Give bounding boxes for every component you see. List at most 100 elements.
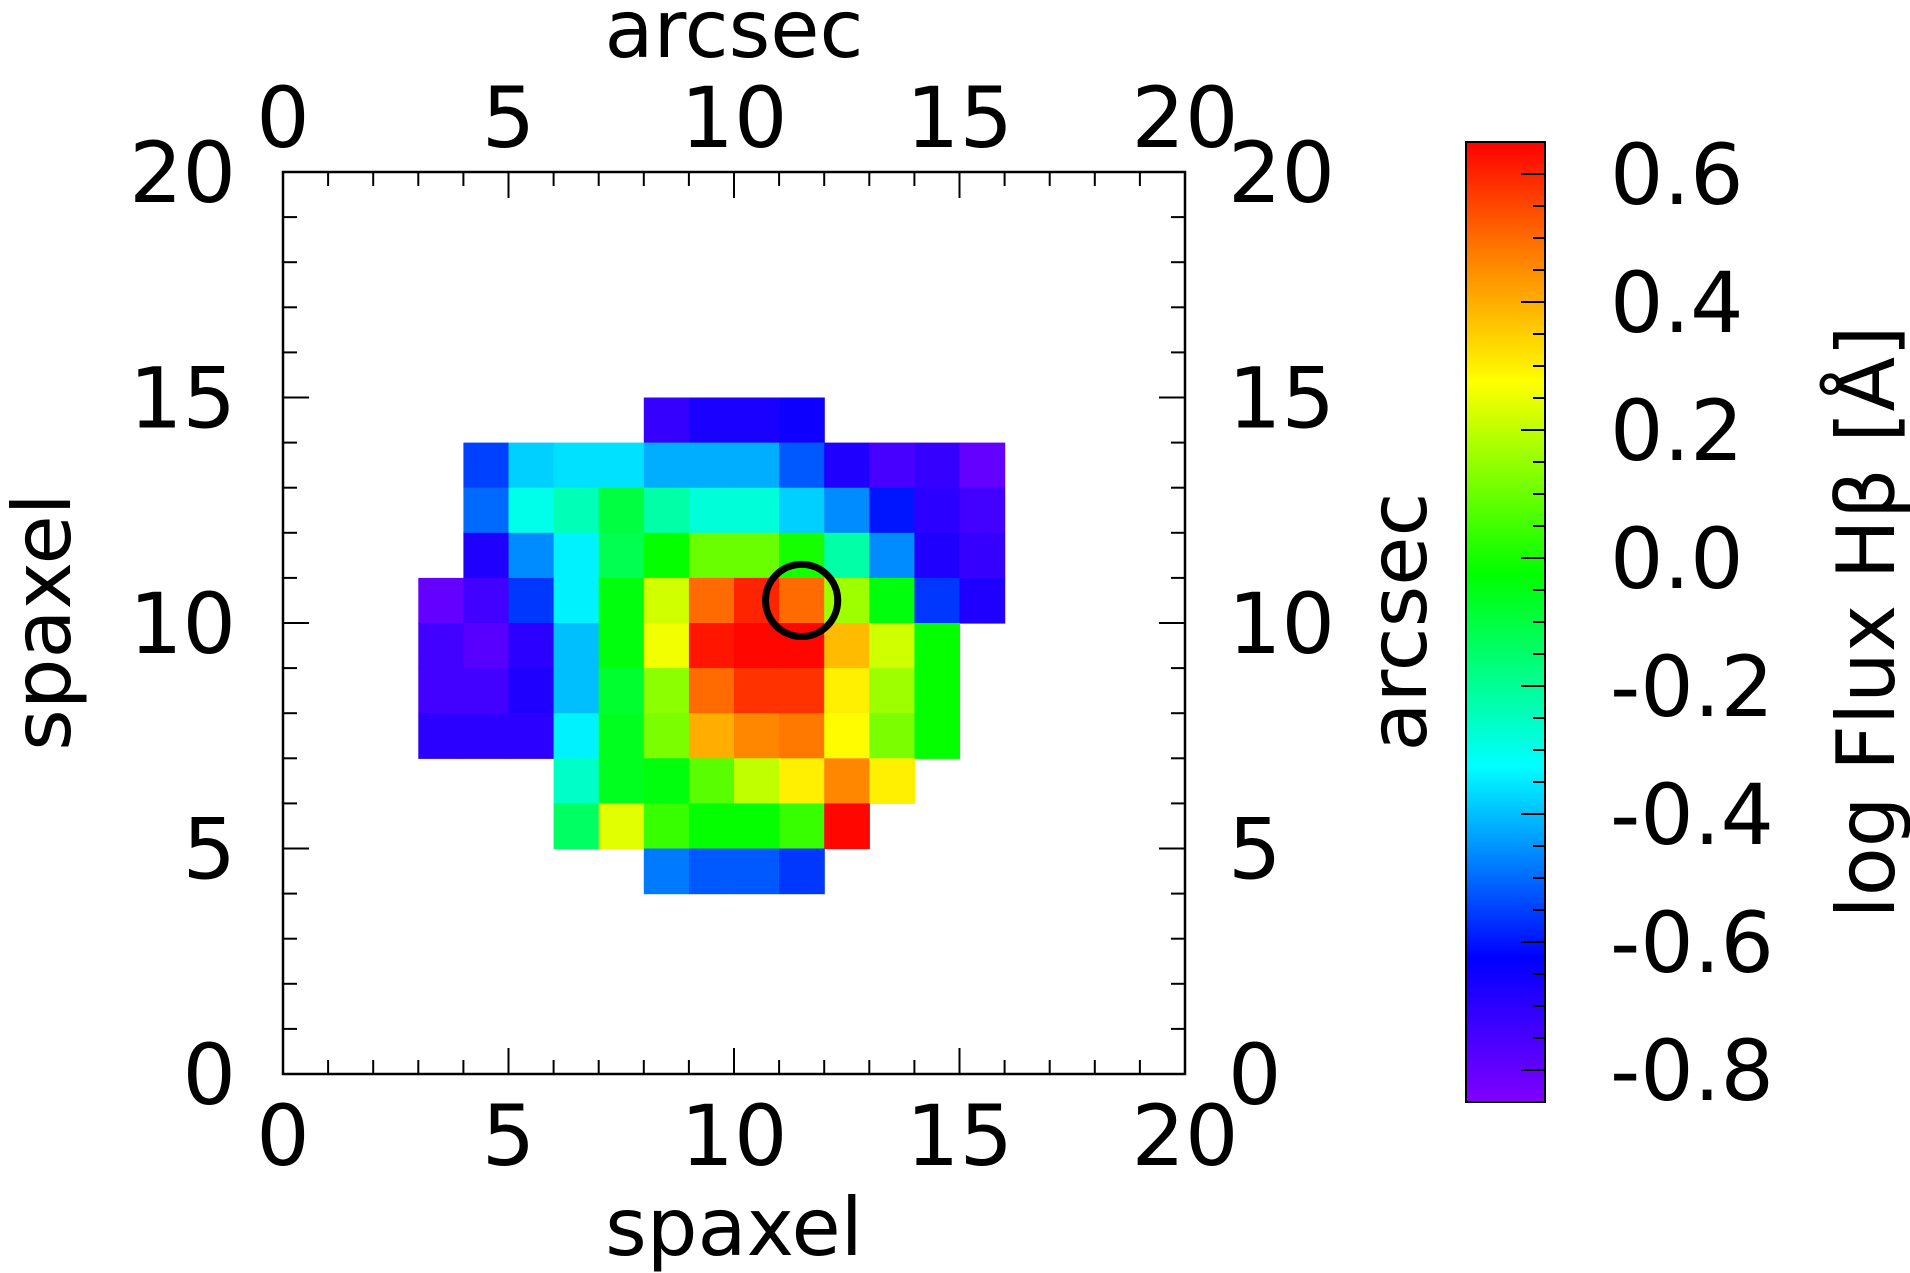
heatmap-cell — [734, 713, 780, 759]
heatmap-cell — [553, 668, 600, 714]
heatmap-cell — [553, 713, 600, 759]
y-tick-label-left: 5 — [183, 801, 236, 899]
colorbar-tick-label: 0.4 — [1610, 254, 1744, 352]
circle-marker — [762, 560, 842, 641]
heatmap-cell — [734, 532, 780, 579]
heatmap-cell — [643, 577, 690, 624]
heatmap-cell — [553, 803, 600, 850]
heatmap-cell — [643, 713, 690, 759]
heatmap-cell — [959, 577, 1006, 624]
x-tick-label-top: 10 — [681, 69, 788, 167]
colorbar-tick-label: -0.8 — [1610, 1022, 1774, 1120]
heatmap-cell — [824, 532, 870, 579]
heatmap-cell — [553, 577, 600, 624]
heatmap-cell — [688, 848, 735, 895]
heatmap-cell — [779, 848, 825, 895]
x-tick-label-bottom: 20 — [1132, 1087, 1239, 1185]
heatmap-cell — [508, 713, 555, 759]
heatmap-cells — [418, 397, 1006, 895]
heatmap-cell — [869, 713, 915, 759]
x-tick-label-bottom: 5 — [482, 1087, 535, 1185]
heatmap-cell — [914, 713, 961, 759]
heatmap-cell — [508, 668, 555, 714]
y-axis-title-right: arcsec — [1352, 492, 1445, 751]
x-tick-label-bottom: 0 — [256, 1087, 309, 1185]
heatmap-cell — [508, 487, 555, 534]
x-tick-label-top: 5 — [482, 69, 535, 167]
heatmap-cell — [643, 848, 690, 895]
colorbar-ticks — [1521, 173, 1545, 1071]
heatmap-cell — [734, 623, 780, 669]
heatmap-cell — [643, 397, 690, 444]
heatmap-cell — [598, 623, 645, 669]
heatmap-cell — [688, 668, 735, 714]
heatmap-cell — [779, 577, 825, 624]
heatmap-cell — [688, 803, 735, 850]
x-tick-label-bottom: 15 — [906, 1087, 1013, 1185]
heatmap-cell — [598, 668, 645, 714]
heatmap-cell — [824, 487, 870, 534]
y-tick-label-left: 20 — [129, 124, 236, 222]
axis-ticks — [282, 171, 1186, 1075]
heatmap-cell — [824, 442, 870, 489]
heatmap-cell — [463, 577, 510, 624]
heatmap-cell — [598, 487, 645, 534]
heatmap-cell — [688, 713, 735, 759]
heatmap-cell — [688, 397, 735, 444]
x-tick-label-top: 15 — [906, 69, 1013, 167]
heatmap-cell — [914, 623, 961, 669]
heatmap-cell — [553, 623, 600, 669]
heatmap-cell — [824, 803, 870, 850]
heatmap-cell — [418, 668, 464, 714]
x-tick-label-top: 20 — [1132, 69, 1239, 167]
heatmap-cell — [959, 532, 1006, 579]
heatmap-cell — [463, 713, 510, 759]
heatmap-cell — [598, 577, 645, 624]
heatmap-cell — [734, 803, 780, 850]
heatmap-cell — [598, 532, 645, 579]
heatmap-cell — [598, 803, 645, 850]
heatmap-cell — [553, 758, 600, 804]
x-tick-label-bottom: 10 — [681, 1087, 788, 1185]
heatmap-cell — [418, 623, 464, 669]
heatmap-cell — [418, 713, 464, 759]
heatmap-cell — [869, 758, 915, 804]
heatmap-cell — [779, 668, 825, 714]
heatmap-cell — [914, 577, 961, 624]
heatmap-cell — [779, 397, 825, 444]
heatmap-cell — [463, 442, 510, 489]
y-tick-label-right: 20 — [1228, 124, 1335, 222]
x-axis-title-top: arcsec — [604, 0, 863, 76]
heatmap-cell — [869, 623, 915, 669]
heatmap-cell — [553, 532, 600, 579]
colorbar-tick-label: 0.0 — [1610, 510, 1744, 608]
heatmap-cell — [869, 487, 915, 534]
heatmap-cell — [779, 487, 825, 534]
heatmap-cell — [643, 668, 690, 714]
heatmap-cell — [869, 532, 915, 579]
heatmap-cell — [643, 623, 690, 669]
colorbar-title: log Flux Hβ [Å] — [1819, 326, 1910, 919]
heatmap-cell — [598, 758, 645, 804]
heatmap-cell — [914, 487, 961, 534]
y-tick-label-left: 0 — [183, 1026, 236, 1124]
heatmap-cell — [643, 487, 690, 534]
heatmap-cell — [734, 397, 780, 444]
heatmap-cell — [914, 532, 961, 579]
heatmap-cell — [643, 532, 690, 579]
heatmap-cell — [959, 487, 1006, 534]
heatmap-cell — [734, 442, 780, 489]
heatmap-cell — [779, 713, 825, 759]
marker-layer — [762, 560, 842, 641]
heatmap-cell — [869, 668, 915, 714]
heatmap-cell — [824, 758, 870, 804]
y-tick-label-right: 15 — [1228, 350, 1335, 448]
heatmap-cell — [643, 758, 690, 804]
heatmap-cell — [463, 668, 510, 714]
heatmap-cell — [734, 487, 780, 534]
colorbar-tick-label: 0.2 — [1610, 382, 1744, 480]
heatmap-cell — [508, 623, 555, 669]
colorbar-tick-label: -0.6 — [1610, 894, 1774, 992]
heatmap-cell — [688, 442, 735, 489]
